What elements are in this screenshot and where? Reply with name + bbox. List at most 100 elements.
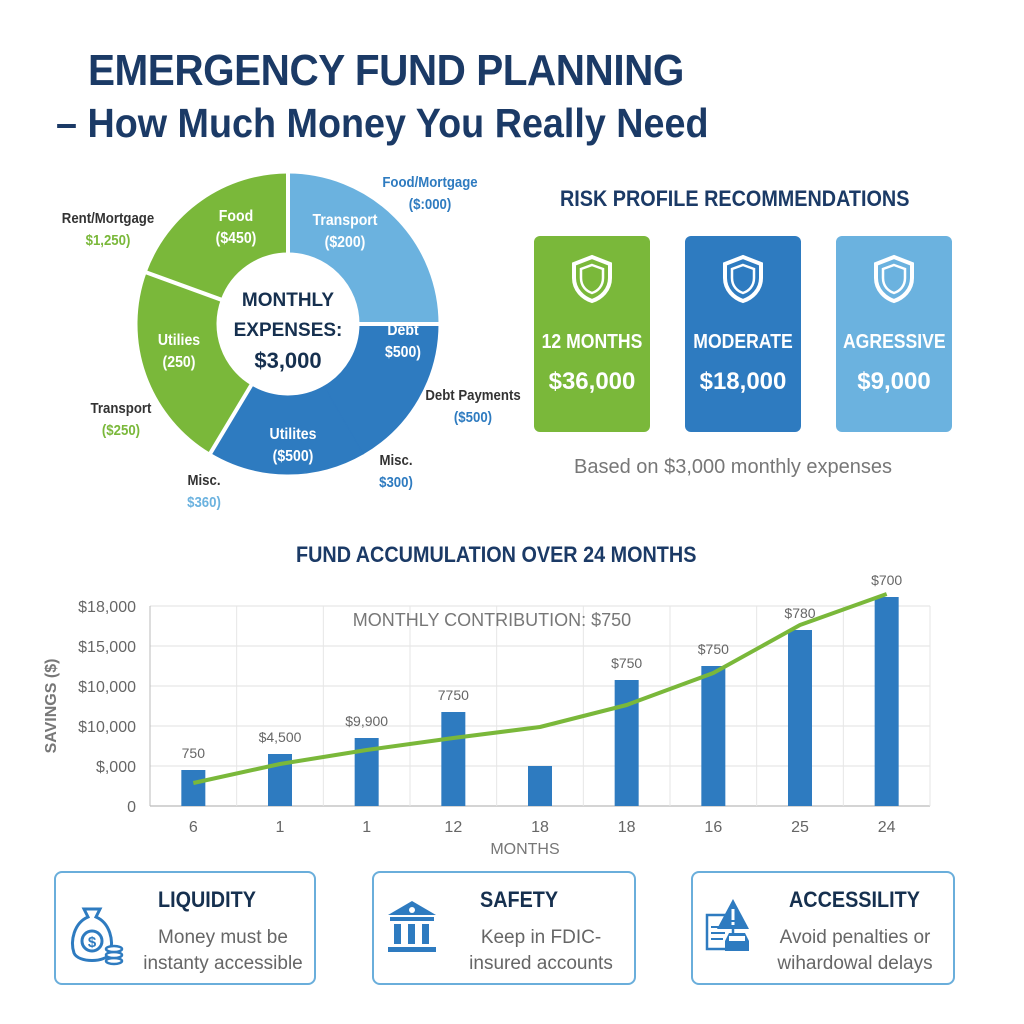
segment-divider — [144, 270, 223, 302]
x-tick-label: 18 — [531, 819, 549, 836]
label: Debt — [387, 322, 419, 339]
bar-data-label: $750 — [611, 655, 642, 671]
principle-text: Avoid penalties or wihardowal delays — [765, 925, 945, 977]
x-tick-label: 1 — [362, 819, 371, 836]
value: ($250) — [101, 422, 141, 439]
bar — [528, 766, 552, 806]
shield-icon — [723, 254, 763, 304]
principle-text: Money must be instanty accessible — [138, 925, 308, 977]
value: $300) — [379, 474, 413, 491]
y-tick-label: $,000 — [96, 759, 136, 776]
segment-label-debt: Debt $500) — [372, 320, 434, 364]
risk-card-name: 12 MONTHS — [541, 331, 643, 353]
y-tick-label: $18,000 — [78, 599, 136, 616]
callout-transport: Transport ($250) — [81, 398, 160, 442]
risk-card-1: 12 MONTHS $36,000 — [534, 236, 650, 432]
bar-data-label: 7750 — [438, 687, 469, 703]
text-line-2: wihardowal delays — [777, 953, 933, 974]
bar — [788, 630, 812, 806]
bar — [874, 597, 899, 806]
center-line2: EXPENSES: — [233, 320, 343, 341]
principle-title: ACCESSILITY — [789, 887, 920, 912]
value: ($450) — [215, 230, 257, 247]
principle-card-accessility: ACCESSILITY Avoid penalties or wihardowal… — [691, 871, 955, 985]
risk-card-amount: $18,000 — [699, 368, 787, 395]
text-line-2: instanty accessible — [143, 953, 303, 974]
text-line-2: insured accounts — [469, 953, 613, 974]
risk-card-name: MODERATE — [693, 331, 793, 353]
segment-label-food: Food ($450) — [201, 206, 271, 250]
label: Transport — [312, 212, 378, 229]
label: Misc. — [187, 472, 221, 489]
x-tick-label: 25 — [791, 819, 809, 836]
value: ($500) — [272, 448, 314, 465]
trend-line — [192, 592, 888, 785]
x-tick-label: 1 — [276, 819, 285, 836]
donut-segment-transport — [287, 173, 439, 325]
value: ($200) — [324, 234, 366, 251]
donut-segment-utilies — [137, 272, 252, 454]
page-subtitle: – How Much Money You Really Need — [56, 100, 709, 146]
bar-data-label: $9,900 — [345, 713, 388, 729]
y-tick-label: $10,000 — [78, 679, 136, 696]
principle-text: Keep in FDIC-insured accounts — [456, 925, 626, 977]
callout-misc-right: Misc. $300) — [370, 450, 423, 494]
value: $1,250) — [85, 232, 131, 249]
x-tick-label: 24 — [878, 819, 896, 836]
x-tick-label: 18 — [618, 819, 636, 836]
callout-misc-left: Misc. $360) — [178, 470, 231, 514]
donut-segment-food — [146, 173, 289, 301]
center-total: $3,000 — [254, 348, 322, 373]
donut-segment-utilites — [210, 385, 364, 475]
bar — [181, 770, 206, 806]
callout-food-mortgage: Food/Mortgage ($:000) — [375, 172, 484, 216]
bar-data-label: 750 — [182, 745, 206, 761]
bank-icon — [384, 897, 440, 962]
principle-card-safety: SAFETY Keep in FDIC-insured accounts — [372, 871, 636, 985]
risk-note: Based on $3,000 monthly expenses — [574, 456, 892, 478]
value: ($500) — [453, 409, 493, 426]
warning-document-car-icon — [703, 897, 763, 962]
label: Utilies — [157, 332, 201, 349]
bar-data-label: $780 — [784, 605, 815, 621]
donut-segment-debt — [323, 323, 439, 455]
y-tick-label: $15,000 — [78, 639, 136, 656]
label: Debt Payments — [425, 387, 521, 404]
bar-data-label: $750 — [698, 641, 729, 657]
segment-label-utilies: Utilies (250) — [148, 330, 210, 374]
label: Rent/Mortgage — [61, 210, 155, 227]
text-line-1: Keep in FDIC- — [480, 927, 602, 948]
center-line1: MONTHLY — [241, 290, 335, 311]
value: $500) — [384, 344, 421, 361]
bar — [701, 666, 726, 806]
callout-rent: Rent/Mortgage $1,250) — [55, 208, 161, 252]
segment-divider — [207, 382, 254, 456]
principle-card-liquidity: $ LIQUIDITY Money must be instanty access… — [54, 871, 316, 985]
x-axis-label: MONTHS — [490, 841, 559, 858]
money-bag-icon: $ — [66, 897, 126, 972]
callout-debt-payments: Debt Payments ($500) — [425, 385, 522, 429]
value: ($:000) — [408, 196, 452, 213]
risk-card-3: AGRESSIVE $9,000 — [836, 236, 952, 432]
y-tick-label: 0 — [127, 799, 136, 816]
label: Utilites — [269, 426, 317, 443]
segment-label-transport: Transport ($200) — [301, 210, 389, 254]
shield-icon — [572, 254, 612, 304]
risk-card-2: MODERATE $18,000 — [685, 236, 801, 432]
segment-label-utilites: Utilites ($500) — [253, 424, 332, 468]
risk-card-amount: $9,000 — [857, 368, 931, 395]
text-line-1: Avoid penalties or — [779, 927, 931, 948]
bar — [441, 712, 466, 806]
chart-title: FUND ACCUMULATION OVER 24 MONTHS — [296, 542, 697, 567]
risk-card-name: AGRESSIVE — [842, 331, 946, 353]
principle-title: LIQUIDITY — [158, 887, 256, 912]
value: (250) — [162, 354, 196, 371]
x-tick-label: 16 — [704, 819, 722, 836]
x-tick-label: 12 — [444, 819, 462, 836]
risk-section-title: RISK PROFILE RECOMMENDATIONS — [560, 186, 910, 211]
x-tick-label: 6 — [189, 819, 198, 836]
svg-text:$: $ — [88, 934, 97, 951]
label: Food — [218, 208, 254, 225]
expense-donut-chart — [137, 172, 440, 475]
shield-icon — [874, 254, 914, 304]
